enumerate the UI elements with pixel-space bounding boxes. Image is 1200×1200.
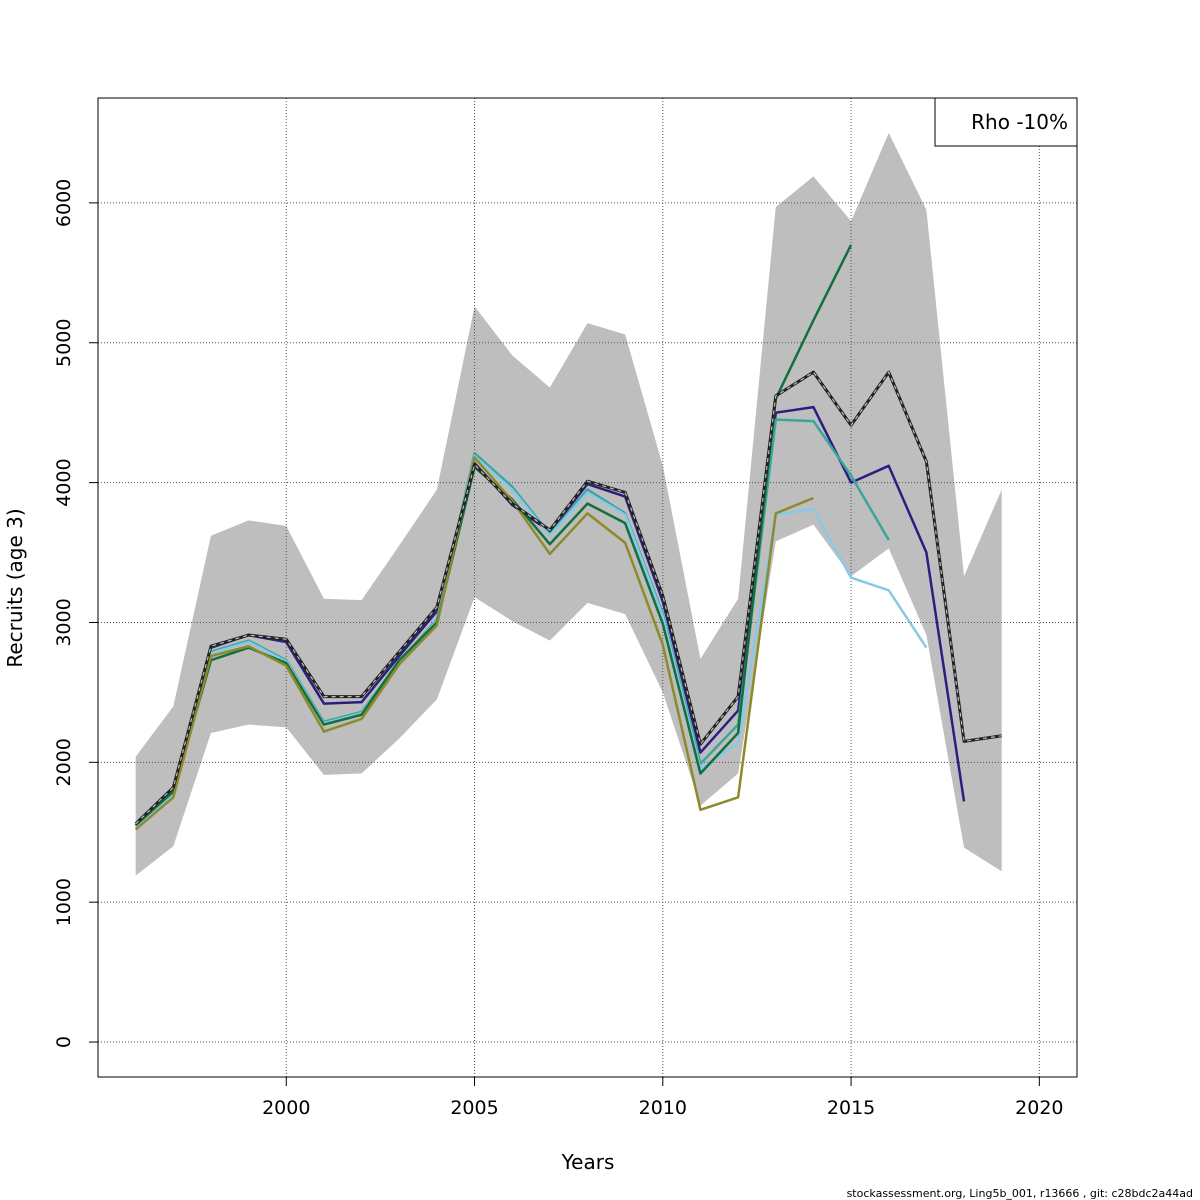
series-line-base-dash bbox=[135, 370, 1002, 825]
x-tick-label: 2015 bbox=[827, 1097, 875, 1119]
y-tick-label: 0 bbox=[53, 1036, 75, 1048]
footnote: stockassessment.org, Ling5b_001, r13666 … bbox=[847, 1187, 1193, 1200]
x-tick-label: 2020 bbox=[1015, 1097, 1063, 1119]
y-tick-label: 4000 bbox=[53, 458, 75, 506]
legend-box bbox=[934, 97, 1078, 147]
y-tick-label: 3000 bbox=[53, 598, 75, 646]
y-axis-title: Recruits (age 3) bbox=[3, 508, 27, 667]
x-tick-label: 2010 bbox=[639, 1097, 687, 1119]
plot-frame bbox=[97, 97, 1078, 1078]
y-tick-label: 6000 bbox=[53, 179, 75, 227]
y-tick-label: 5000 bbox=[53, 319, 75, 367]
x-axis-title: Years bbox=[561, 1150, 615, 1174]
series-layer bbox=[134, 244, 1002, 831]
axis-layer: 2000 2005 2010 2015 2020 0 1000 2000 3000 4000 500… bbox=[53, 179, 1064, 1119]
series-line-peel-3 bbox=[134, 454, 928, 828]
series-line-peel-5 bbox=[134, 456, 814, 831]
legend-entry-label: Rho -10% bbox=[971, 110, 1068, 134]
legend: Rho -10% bbox=[934, 97, 1078, 147]
x-tick-label: 2000 bbox=[262, 1097, 310, 1119]
y-tick-label: 2000 bbox=[53, 738, 75, 786]
x-tick-label: 2005 bbox=[450, 1097, 498, 1119]
y-tick-label: 1000 bbox=[53, 878, 75, 926]
